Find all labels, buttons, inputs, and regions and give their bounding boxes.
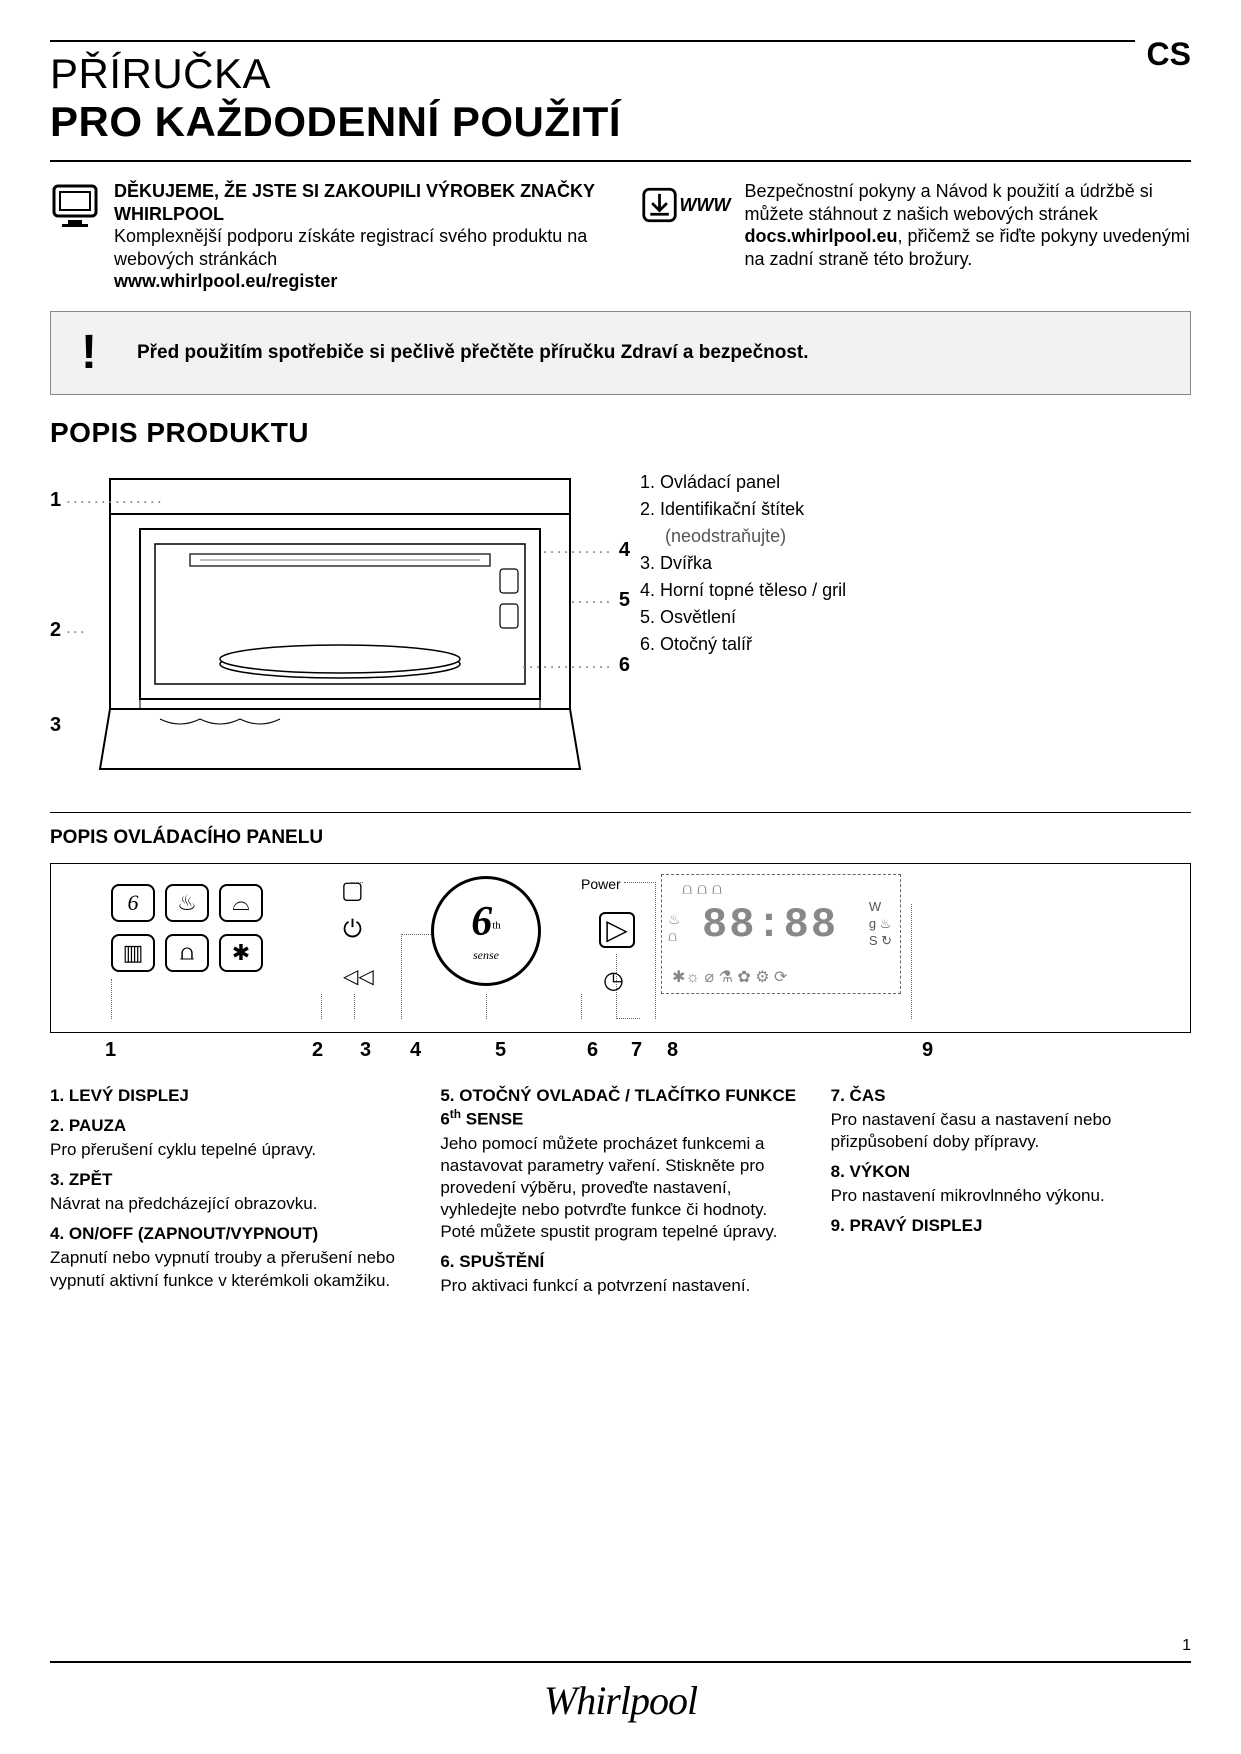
pnum-3: 3 (360, 1039, 371, 1062)
pnum-9: 9 (922, 1039, 933, 1062)
leader-4 (401, 934, 402, 1019)
p-2: Pro přerušení cyklu tepelné úpravy. (50, 1139, 410, 1161)
pnum-2: 2 (312, 1039, 323, 1062)
pnum-5: 5 (495, 1039, 506, 1062)
language-tag: CS (1135, 36, 1191, 73)
pnum-4: 4 (410, 1039, 421, 1062)
callout-2: 2 ··· (50, 619, 88, 642)
title-line-2: PRO KAŽDODENNÍ POUŽITÍ (50, 98, 1191, 146)
h-2: 2. PAUZA (50, 1115, 410, 1137)
panel-title: POPIS OVLÁDACÍHO PANELU (50, 827, 1191, 849)
callout-4: ·········· 4 (543, 539, 630, 562)
whirlpool-logo: Whirlpool (544, 1678, 697, 1723)
legend-2: 2. Identifikační štítek (neodstraňujte) (640, 496, 846, 550)
col-2: 5. OTOČNÝ OVLADAČ / TLAČÍTKO FUNKCE 6th … (440, 1085, 800, 1300)
p-3: Návrat na předcházející obrazovku. (50, 1193, 410, 1215)
col-1: 1. LEVÝ DISPLEJ 2. PAUZA Pro přerušení c… (50, 1085, 410, 1300)
h-3: 3. ZPĚT (50, 1169, 410, 1191)
left-btn-row2: ▥ ⩍ ✱ (111, 934, 263, 972)
power-icon: ⏻ (343, 916, 362, 944)
www-label: WWW (680, 195, 731, 216)
cover-btn-icon: ⌓ (219, 884, 263, 922)
start-icon: ▷ (599, 912, 635, 948)
h-6: 6. SPUŠTĚNÍ (440, 1251, 800, 1273)
col-3: 7. ČAS Pro nastavení času a nastavení ne… (831, 1085, 1191, 1300)
intro-right-url: docs.whirlpool.eu (745, 226, 898, 246)
legend-4: 4. Horní topné těleso / gril (640, 577, 846, 604)
leader-2 (321, 994, 322, 1019)
grill-btn-icon: ▥ (111, 934, 155, 972)
pnum-7: 7 (631, 1039, 642, 1062)
intro-right-text: Bezpečnostní pokyny a Návod k použití a … (745, 180, 1192, 293)
warning-box: ! Před použitím spotřebiče si pečlivě př… (50, 311, 1191, 395)
intro-row: DĚKUJEME, ŽE JSTE SI ZAKOUPILI VÝROBEK Z… (50, 180, 1191, 293)
microwave-btn-icon: ⩍ (165, 934, 209, 972)
intro-left-text: DĚKUJEME, ŽE JSTE SI ZAKOUPILI VÝROBEK Z… (114, 180, 601, 293)
pause-icon: ▢ (341, 876, 364, 905)
steam-btn-icon: ♨ (165, 884, 209, 922)
legend-5: 5. Osvětlení (640, 604, 846, 631)
right-display: ⩍ ⩍ ⩍ 88:88 W g ♨ S ↻ ✱☼ ⌀ ⚗ ✿ ⚙ ⟳ ♨⩍ (661, 874, 901, 994)
top-rule: CS (50, 40, 1191, 42)
footer: 1 Whirlpool (50, 1663, 1191, 1724)
product-area: 1 ·············· 2 ··· 3 ·········· 4 ··… (50, 459, 1191, 813)
sixth-sense-btn-icon: 6 (111, 884, 155, 922)
www-icon: WWW (641, 180, 731, 230)
callout-1: 1 ·············· (50, 489, 165, 512)
p-6: Pro aktivaci funkcí a potvrzení nastaven… (440, 1275, 800, 1297)
h-4: 4. ON/OFF (ZAPNOUT/VYPNOUT) (50, 1223, 410, 1245)
p-8: Pro nastavení mikrovlnného výkonu. (831, 1185, 1191, 1207)
pnum-1: 1 (105, 1039, 116, 1062)
product-figure: 1 ·············· 2 ··· 3 ·········· 4 ··… (50, 459, 610, 784)
legend-6: 6. Otočný talíř (640, 631, 846, 658)
title-line-1: PŘÍRUČKA (50, 50, 1191, 98)
pnum-8: 8 (667, 1039, 678, 1062)
back-icon: ◁◁ (343, 964, 374, 989)
warning-text: Před použitím spotřebiče si pečlivě přeč… (137, 342, 809, 364)
leader-5 (486, 994, 487, 1019)
exclamation-icon: ! (81, 334, 97, 372)
h-5: 5. OTOČNÝ OVLADAČ / TLAČÍTKO FUNKCE 6th … (440, 1085, 800, 1131)
h-8: 8. VÝKON (831, 1161, 1191, 1183)
leader-9 (911, 904, 912, 1019)
p-4: Zapnutí nebo vypnutí trouby a přerušení … (50, 1247, 410, 1291)
intro-right-pre: Bezpečnostní pokyny a Návod k použití a … (745, 181, 1153, 224)
left-btn-row1: 6 ♨ ⌓ (111, 884, 263, 922)
dial-knob: 6th sense (431, 876, 541, 986)
callout-5: ······ 5 (571, 589, 630, 612)
display-digits: 88:88 (702, 901, 838, 949)
h-7: 7. ČAS (831, 1085, 1191, 1107)
legend-3: 3. Dvířka (640, 550, 846, 577)
description-columns: 1. LEVÝ DISPLEJ 2. PAUZA Pro přerušení c… (50, 1085, 1191, 1300)
pnum-6: 6 (587, 1039, 598, 1062)
panel-figure: 6 ♨ ⌓ ▥ ⩍ ✱ ▢ ⏻ ◁◁ 6th sense ▷ ◷ Power ⩍… (50, 863, 1191, 1033)
leader-3 (354, 994, 355, 1019)
p-7: Pro nastavení času a nastavení nebo přiz… (831, 1109, 1191, 1153)
monitor-icon (50, 180, 100, 230)
callout-3: 3 (50, 714, 61, 737)
h-9: 9. PRAVÝ DISPLEJ (831, 1215, 1191, 1237)
callout-6: ············· 6 (522, 654, 630, 677)
intro-left-body: Komplexnější podporu získáte registrací … (114, 226, 587, 269)
section-product-title: POPIS PRODUKTU (50, 417, 1191, 449)
intro-left: DĚKUJEME, ŽE JSTE SI ZAKOUPILI VÝROBEK Z… (50, 180, 601, 293)
defrost-btn-icon: ✱ (219, 934, 263, 972)
product-legend: 1. Ovládací panel 2. Identifikační štíte… (640, 459, 846, 784)
intro-left-url: www.whirlpool.eu/register (114, 271, 337, 291)
leader-6 (581, 994, 582, 1019)
legend-1: 1. Ovládací panel (640, 469, 846, 496)
intro-left-title: DĚKUJEME, ŽE JSTE SI ZAKOUPILI VÝROBEK Z… (114, 181, 595, 224)
intro-right: WWW Bezpečnostní pokyny a Návod k použit… (641, 180, 1192, 293)
h-1: 1. LEVÝ DISPLEJ (50, 1085, 410, 1107)
p-5: Jeho pomocí můžete procházet funkcemi a … (440, 1133, 800, 1243)
power-label: Power (581, 876, 621, 892)
leader-8 (655, 882, 656, 1019)
leader-1 (111, 979, 112, 1019)
page-number: 1 (1182, 1637, 1191, 1655)
title-rule (50, 160, 1191, 162)
panel-numbers: 1 2 3 4 5 6 7 8 9 (50, 1039, 1191, 1067)
